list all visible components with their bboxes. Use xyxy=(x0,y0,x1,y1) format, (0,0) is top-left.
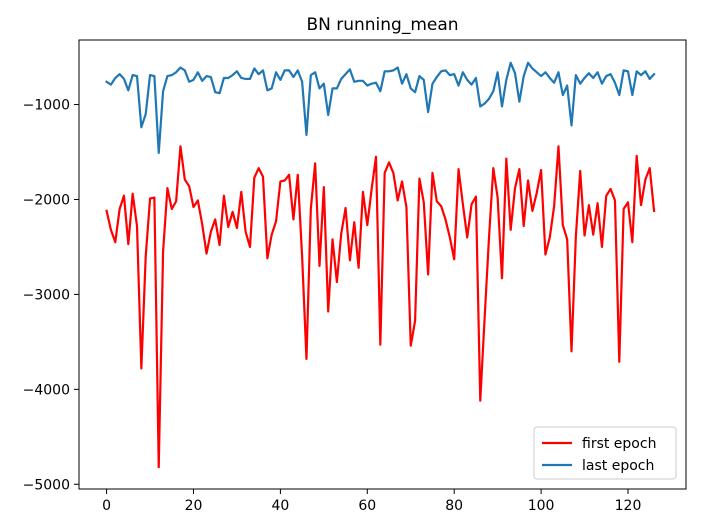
legend-label: last epoch xyxy=(582,458,654,474)
legend: first epoch last epoch xyxy=(533,426,677,480)
x-tick-label: 20 xyxy=(185,498,203,514)
series-line-last-epoch xyxy=(105,61,656,155)
x-tick-label: 120 xyxy=(615,498,642,514)
series-line-first-epoch xyxy=(105,145,656,469)
plot-area xyxy=(105,61,656,469)
y-axis: −5000 −4000 −3000 −2000 −1000 xyxy=(23,98,79,493)
chart-title: BN running_mean xyxy=(306,15,458,35)
y-tick-label: −4000 xyxy=(23,382,70,398)
y-tick-label: −1000 xyxy=(23,98,70,114)
x-axis: 0 20 40 60 80 100 120 xyxy=(102,489,641,514)
x-tick-label: 80 xyxy=(445,498,463,514)
legend-label: first epoch xyxy=(582,436,656,452)
y-tick-label: −2000 xyxy=(23,192,70,208)
x-tick-label: 40 xyxy=(271,498,289,514)
x-tick-label: 60 xyxy=(358,498,376,514)
x-tick-label: 100 xyxy=(528,498,555,514)
y-tick-label: −3000 xyxy=(23,287,70,303)
y-tick-label: −5000 xyxy=(23,477,70,493)
x-tick-label: 0 xyxy=(102,498,111,514)
axes-frame xyxy=(78,39,687,490)
axes-border xyxy=(78,39,687,490)
